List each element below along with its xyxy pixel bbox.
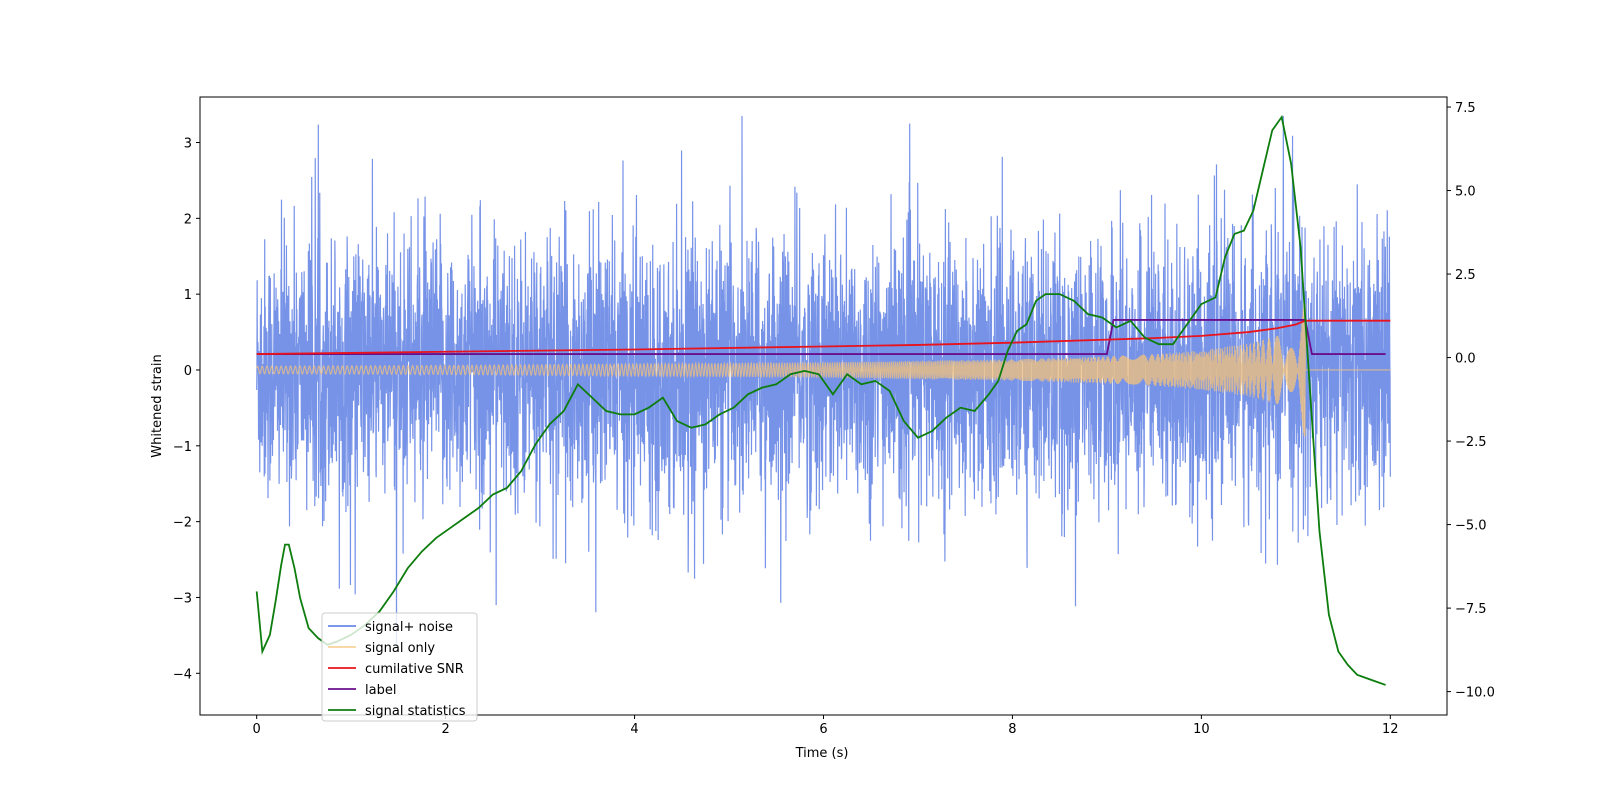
x-axis-label: Time (s) bbox=[795, 746, 849, 761]
y-tick-label: −4 bbox=[173, 667, 192, 682]
y2-tick-label: −7.5 bbox=[1455, 602, 1487, 617]
series-signal-statistics bbox=[255, 114, 1386, 686]
legend-label: signal+ noise bbox=[365, 620, 453, 635]
x-tick-label: 0 bbox=[253, 722, 261, 737]
y-tick-label: 3 bbox=[184, 136, 192, 151]
x-axis: 0 2 4 6 8 10 12 bbox=[253, 715, 1399, 737]
series-layer bbox=[255, 114, 1391, 686]
series-cumulative-snr bbox=[256, 319, 1391, 355]
y-tick-label: −1 bbox=[173, 440, 192, 455]
series-signal-only bbox=[256, 303, 1391, 437]
x-tick-label: 8 bbox=[1008, 722, 1016, 737]
y-tick-label: −3 bbox=[173, 591, 192, 606]
x-tick-label: 2 bbox=[441, 722, 449, 737]
x-tick-label: 6 bbox=[819, 722, 827, 737]
y-axis-right: 7.5 5.0 2.5 0.0 −2.5 −5.0 −7.5 −10.0 bbox=[1447, 101, 1495, 701]
x-tick-label: 10 bbox=[1193, 722, 1210, 737]
y-tick-label: 0 bbox=[184, 364, 192, 379]
legend: signal+ noise signal only cumilative SNR la… bbox=[321, 612, 478, 722]
x-tick-label: 4 bbox=[630, 722, 638, 737]
legend-label: signal only bbox=[365, 641, 435, 656]
legend-label: label bbox=[365, 683, 396, 698]
legend-label: cumilative SNR bbox=[365, 662, 464, 677]
y-axis-label: Whitened strain bbox=[150, 354, 165, 457]
legend-label: signal statistics bbox=[365, 704, 466, 719]
y2-tick-label: −2.5 bbox=[1455, 435, 1487, 450]
y-tick-label: 1 bbox=[184, 288, 192, 303]
y-axis-left: 3 2 1 0 −1 −2 −3 −4 bbox=[173, 136, 200, 682]
y2-tick-label: −5.0 bbox=[1455, 519, 1487, 534]
y2-tick-label: 2.5 bbox=[1455, 268, 1476, 283]
y2-tick-label: 5.0 bbox=[1455, 185, 1476, 200]
y-tick-label: −2 bbox=[173, 516, 192, 531]
legend-box bbox=[321, 612, 478, 722]
y2-tick-label: 0.0 bbox=[1455, 352, 1476, 367]
y2-tick-label: −10.0 bbox=[1455, 686, 1495, 701]
x-tick-label: 12 bbox=[1382, 722, 1399, 737]
y2-tick-label: 7.5 bbox=[1455, 101, 1476, 116]
y-tick-label: 2 bbox=[184, 212, 192, 227]
series-label bbox=[256, 319, 1386, 355]
